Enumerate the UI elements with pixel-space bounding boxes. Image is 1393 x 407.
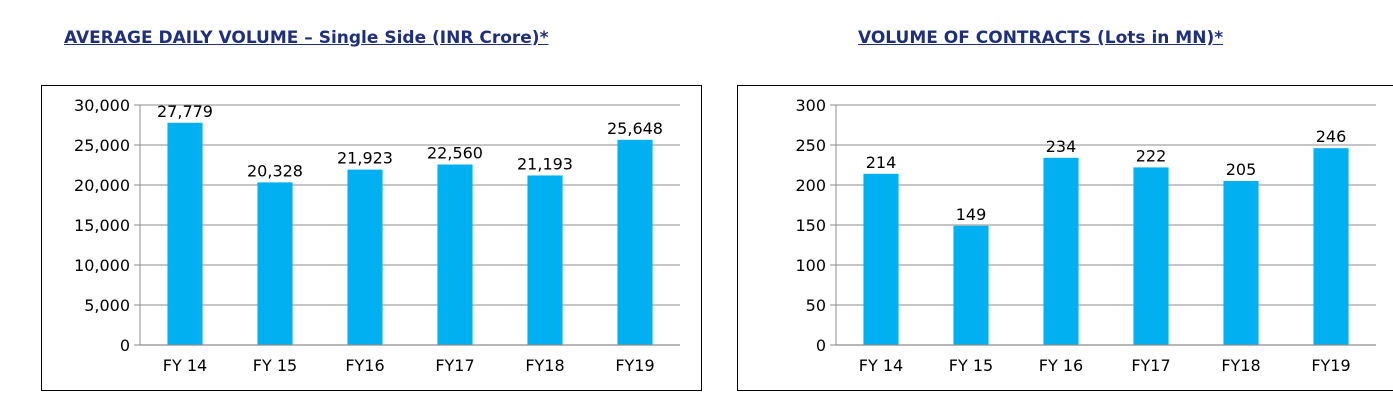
x-tick-label: FY 14 <box>859 356 903 375</box>
chart-daily-volume: 0 5,000 10,000 15,000 20,000 25,000 30,000 27,7… <box>41 85 702 391</box>
x-tick-label: FY17 <box>1131 356 1170 375</box>
x-tick-label: FY19 <box>615 356 654 375</box>
y-tick-label: 15,000 <box>74 216 130 235</box>
x-tick-label: FY 16 <box>1039 356 1083 375</box>
x-tick-label: FY19 <box>1311 356 1350 375</box>
y-tick-label: 50 <box>806 296 826 315</box>
y-tick-label: 30,000 <box>74 96 130 115</box>
bar <box>1043 157 1079 345</box>
data-label: 21,193 <box>517 154 573 173</box>
chart-title-daily-volume: AVERAGE DAILY VOLUME – Single Side (INR … <box>64 28 549 48</box>
bar <box>1133 167 1169 345</box>
data-label: 149 <box>956 205 987 224</box>
data-label: 246 <box>1316 127 1347 146</box>
bar <box>1313 148 1349 345</box>
chart-contracts: 0 50 100 150 200 250 300 214 FY 14 149 FY 15 234 FY … <box>737 85 1393 391</box>
y-tick-label: 0 <box>816 336 826 355</box>
data-label: 222 <box>1136 146 1167 165</box>
y-tick-label: 150 <box>795 216 826 235</box>
data-label: 22,560 <box>427 144 483 163</box>
data-label: 205 <box>1226 160 1257 179</box>
y-tick-label: 5,000 <box>84 296 130 315</box>
bar <box>863 173 899 345</box>
data-label: 234 <box>1046 137 1077 156</box>
bar <box>257 182 293 345</box>
data-label: 21,923 <box>337 149 393 168</box>
data-label: 214 <box>866 153 897 172</box>
chart-title-contracts: VOLUME OF CONTRACTS (Lots in MN)* <box>858 28 1224 48</box>
x-tick-label: FY18 <box>1221 356 1260 375</box>
chart-svg-daily-volume: 0 5,000 10,000 15,000 20,000 25,000 30,000 27,7… <box>74 96 680 375</box>
bar <box>953 225 989 345</box>
bar <box>1223 181 1259 345</box>
bar <box>347 169 383 345</box>
data-label: 25,648 <box>607 119 663 138</box>
x-tick-label: FY 15 <box>949 356 993 375</box>
y-tick-label: 100 <box>795 256 826 275</box>
y-tick-label: 300 <box>795 96 826 115</box>
x-tick-label: FY 14 <box>163 356 207 375</box>
bar <box>167 122 203 345</box>
chart-svg-contracts: 0 50 100 150 200 250 300 214 FY 14 149 FY 15 234 FY … <box>795 96 1376 375</box>
y-tick-label: 10,000 <box>74 256 130 275</box>
y-tick-label: 25,000 <box>74 136 130 155</box>
x-tick-label: FY17 <box>435 356 474 375</box>
bar <box>437 164 473 345</box>
data-label: 20,328 <box>247 161 303 180</box>
bar <box>527 175 563 345</box>
y-tick-label: 0 <box>120 336 130 355</box>
data-label: 27,779 <box>157 102 213 121</box>
y-tick-label: 20,000 <box>74 176 130 195</box>
bar <box>617 139 653 345</box>
x-tick-label: FY 15 <box>253 356 297 375</box>
x-tick-label: FY16 <box>345 356 384 375</box>
y-tick-label: 200 <box>795 176 826 195</box>
x-tick-label: FY18 <box>525 356 564 375</box>
y-tick-label: 250 <box>795 136 826 155</box>
